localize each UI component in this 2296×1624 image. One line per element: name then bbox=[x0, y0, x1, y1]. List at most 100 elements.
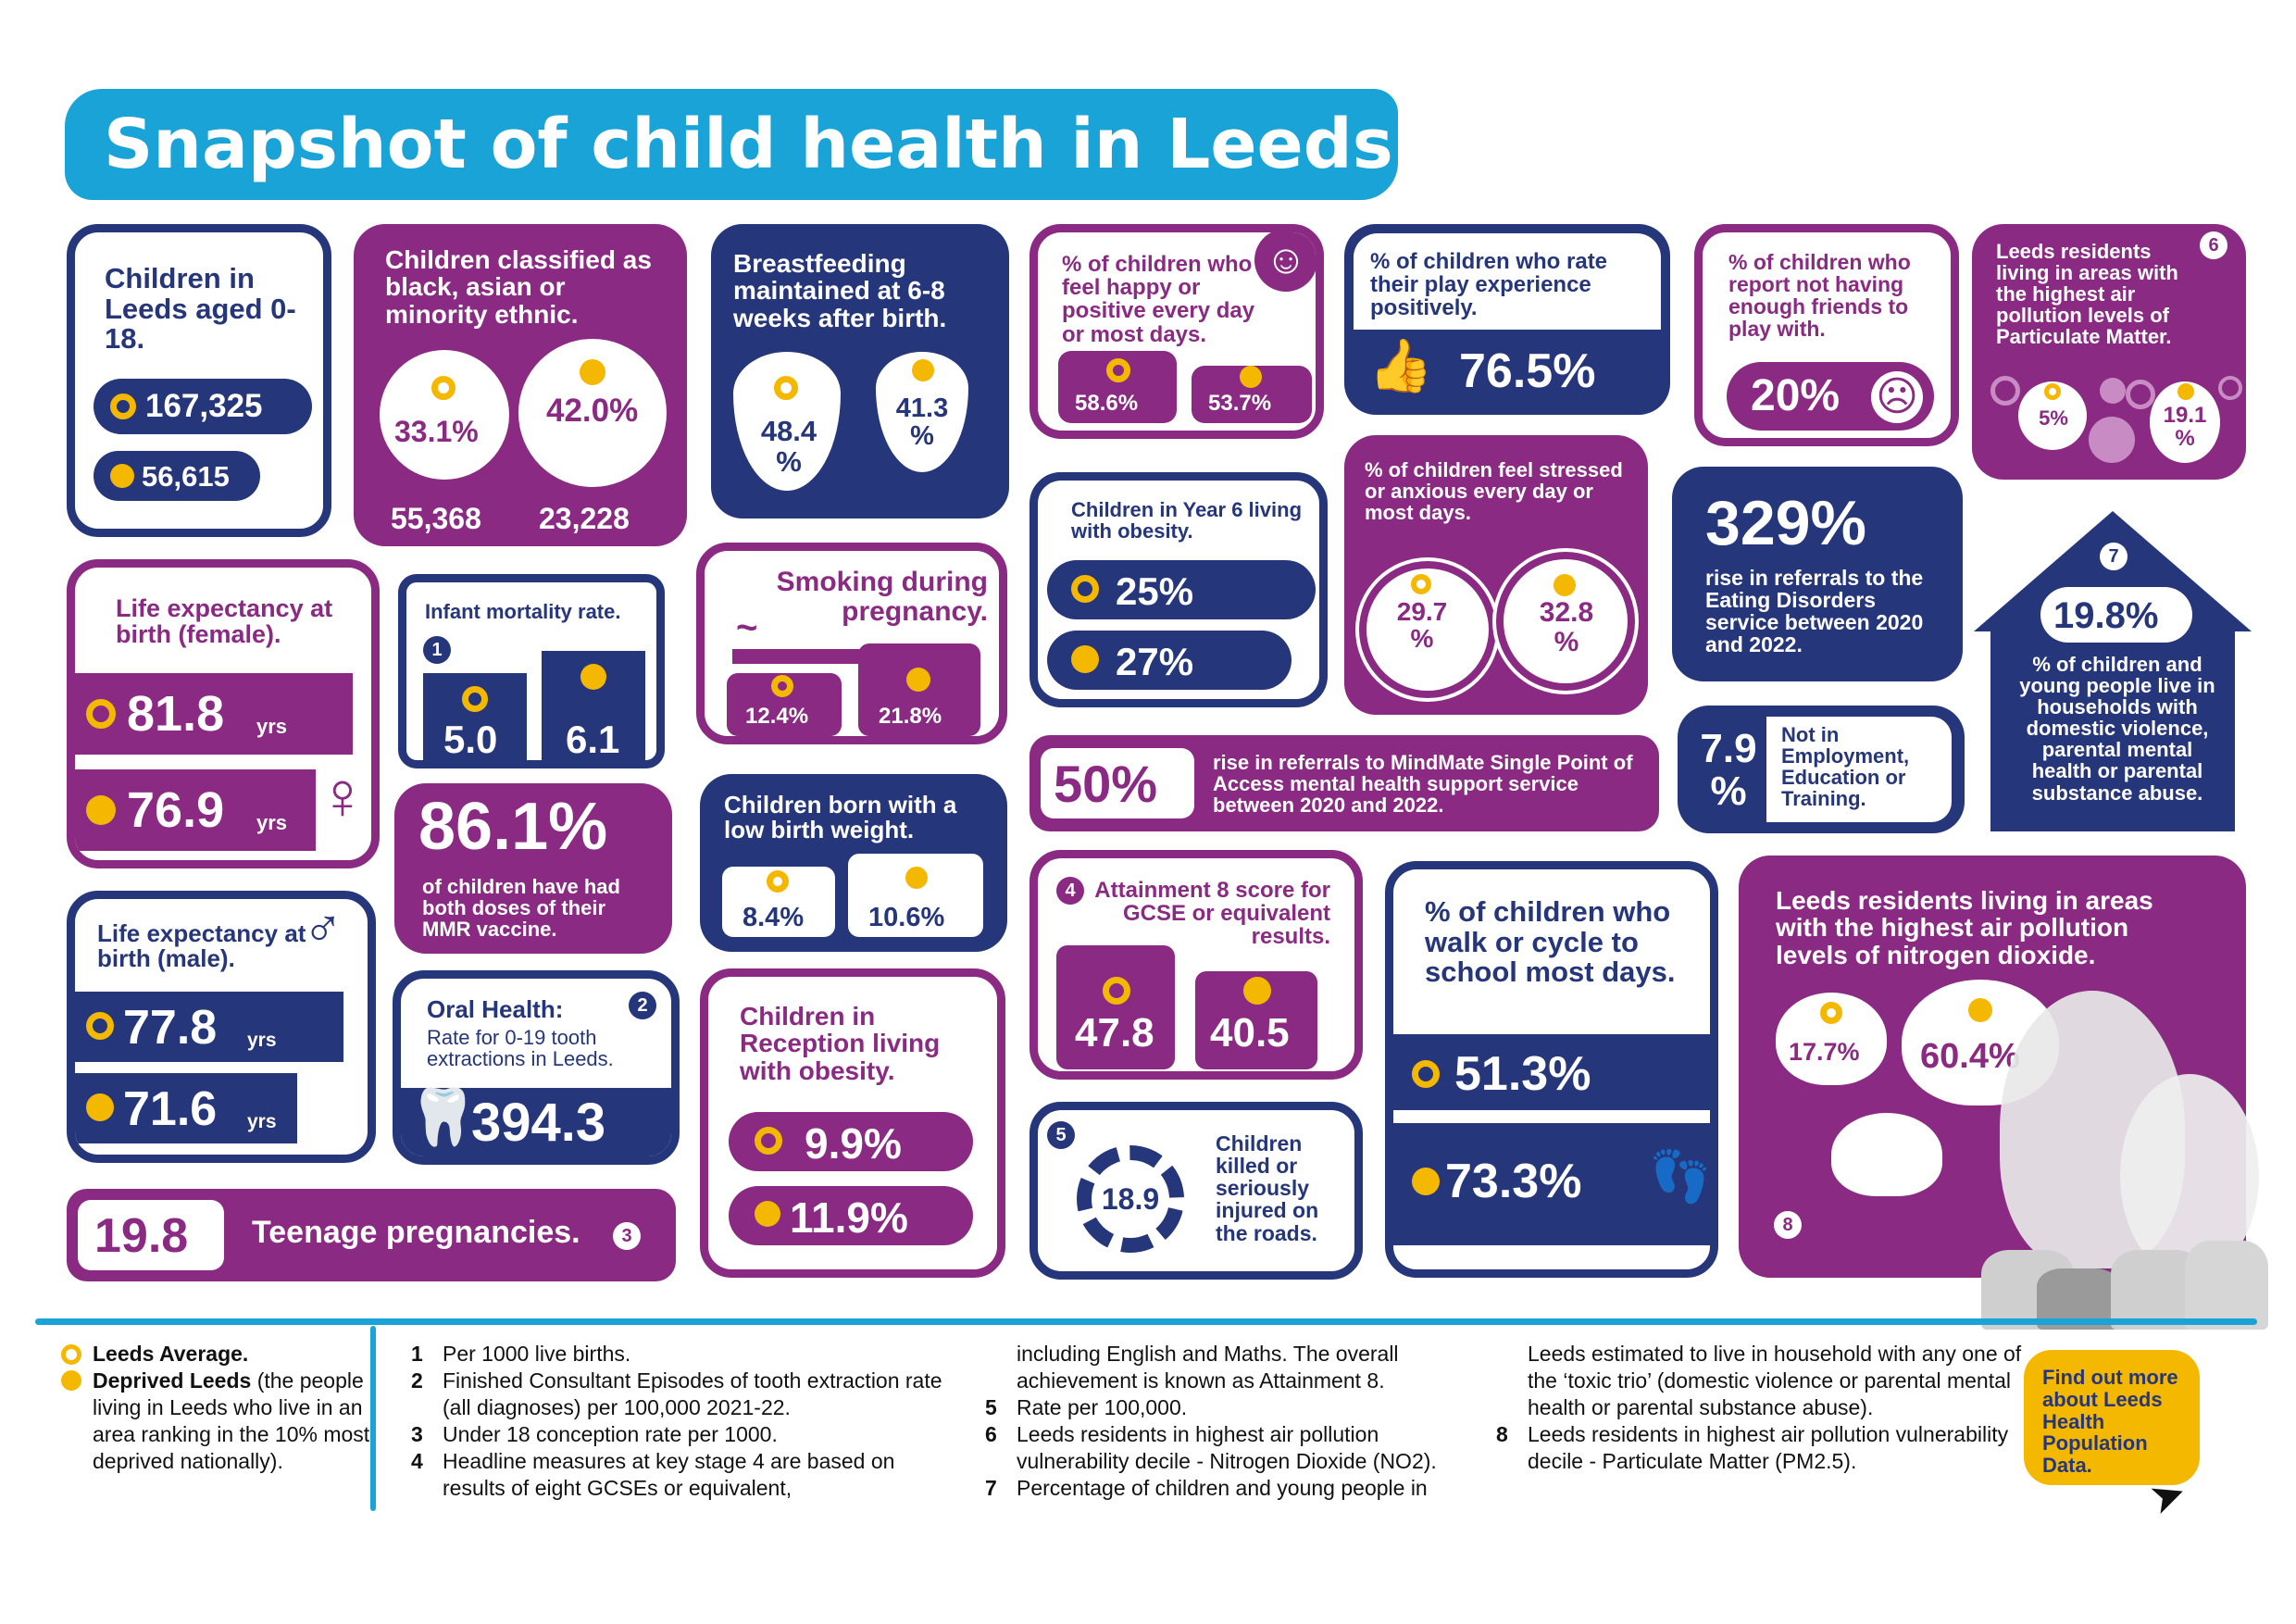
smiley-icon: ☺ bbox=[1254, 232, 1316, 292]
mmr-card: 86.1% of children have had both doses of… bbox=[394, 783, 672, 954]
happy-title: % of children who feel happy or positive… bbox=[1062, 252, 1255, 347]
deprived-marker-icon bbox=[1240, 366, 1262, 388]
leeds-marker-icon bbox=[767, 870, 789, 893]
deprived-marker-icon bbox=[110, 464, 134, 488]
cta-button[interactable]: Find out more about Leeds Health Populat… bbox=[2024, 1350, 2200, 1485]
ethnic-deprived-pct: 42.0% bbox=[546, 393, 639, 429]
pm-bubble-3 bbox=[2089, 417, 2135, 463]
footnote-3-badge: 3 bbox=[613, 1222, 641, 1250]
walk-deprived-bar bbox=[1393, 1123, 1710, 1245]
life-female-deprived-unit: yrs bbox=[256, 811, 288, 834]
infant-leeds-value: 5.0 bbox=[443, 718, 498, 761]
breastfeeding-card: Breastfeeding maintained at 6-8 weeks af… bbox=[711, 224, 1009, 518]
pm-leeds-value: 5% bbox=[2039, 406, 2068, 430]
children-leeds-value: 167,325 bbox=[145, 388, 263, 424]
happy-card: ☺ % of children who feel happy or positi… bbox=[1029, 224, 1324, 439]
legend-deprived-text: Deprived Leeds (the people living in Lee… bbox=[93, 1368, 370, 1475]
friends-title: % of children who report not having enou… bbox=[1728, 250, 1911, 342]
footnote-number: 4 bbox=[411, 1449, 423, 1473]
eating-value: 329% bbox=[1705, 488, 1866, 558]
cloud-icon bbox=[1831, 1113, 1942, 1196]
breastfeeding-title: Breastfeeding maintained at 6-8 weeks af… bbox=[733, 249, 947, 332]
footnote-text: Rate per 100,000. bbox=[1017, 1395, 1188, 1419]
footnote-text: Percentage of children and young people … bbox=[1017, 1476, 1428, 1500]
year6-title: Children in Year 6 living with obesity. bbox=[1071, 498, 1303, 543]
deprived-marker-icon bbox=[580, 664, 606, 690]
footnote-item: 5 Rate per 100,000. bbox=[985, 1394, 1485, 1421]
life-female-card: Life expectancy at birth (female). 81.8 … bbox=[67, 559, 380, 868]
pm-deprived-value: 19.1 % bbox=[2163, 403, 2207, 452]
deprived-marker-icon bbox=[2177, 383, 2194, 400]
mindmate-card: 50% rise in referrals to MindMate Single… bbox=[1029, 735, 1659, 831]
deprived-marker-icon bbox=[86, 1093, 114, 1121]
infant-card: Infant mortality rate. 1 5.0 6.1 bbox=[398, 574, 665, 768]
neet-value: 7.9 % bbox=[1700, 726, 1757, 815]
friends-value: 20% bbox=[1751, 371, 1841, 420]
footnote-item: 6 Leeds residents in highest air polluti… bbox=[985, 1421, 1485, 1475]
legend-deprived-desc: (the people living in Leeds who live in … bbox=[93, 1368, 370, 1473]
reception-leeds-value: 9.9% bbox=[805, 1119, 902, 1168]
life-female-leeds-unit: yrs bbox=[256, 715, 288, 738]
happy-leeds-value: 58.6% bbox=[1075, 391, 1139, 416]
mmr-value: 86.1% bbox=[418, 790, 608, 864]
footnote-item: 8 Leeds residents in highest air polluti… bbox=[1496, 1421, 2042, 1475]
eating-text: rise in referrals to the Eating Disorder… bbox=[1705, 566, 1924, 657]
footnotes-col1: 1 Per 1000 live births. 2 Finished Consu… bbox=[411, 1341, 948, 1502]
leeds-marker-icon bbox=[1106, 358, 1130, 382]
walk-leeds-value: 51.3% bbox=[1454, 1047, 1591, 1101]
children-deprived-value: 56,615 bbox=[142, 460, 230, 493]
play-value: 76.5% bbox=[1459, 344, 1596, 398]
tooth-icon: 🦷 bbox=[408, 1086, 478, 1148]
cta-text[interactable]: Find out more about Leeds Health Populat… bbox=[2042, 1366, 2178, 1477]
deprived-marker-icon bbox=[906, 668, 930, 692]
walk-title: % of children who walk or cycle to schoo… bbox=[1425, 895, 1676, 989]
footnote-number: 5 bbox=[985, 1395, 997, 1419]
lbw-card: Children born with a low birth weight. 8… bbox=[700, 774, 1007, 952]
footnote-text: Finished Consultant Episodes of tooth ex… bbox=[443, 1368, 942, 1419]
deprived-marker-icon bbox=[905, 867, 928, 889]
smoking-deprived-value: 21.8% bbox=[879, 704, 942, 729]
pm-card: 6 Leeds residents living in areas with t… bbox=[1972, 224, 2246, 480]
attain-leeds-box bbox=[1056, 945, 1175, 1069]
eating-card: 329% rise in referrals to the Eating Dis… bbox=[1672, 467, 1963, 681]
deprived-marker-icon bbox=[1243, 977, 1271, 1005]
breastfeeding-leeds-value: 48.4 % bbox=[760, 415, 817, 478]
play-title: % of children who rate their play experi… bbox=[1370, 249, 1608, 321]
life-male-card: Life expectancy at birth (male). ♂ 77.8 … bbox=[67, 891, 376, 1163]
life-male-leeds-bar bbox=[75, 992, 343, 1062]
happy-deprived-value: 53.7% bbox=[1208, 391, 1272, 416]
footnote-number: 7 bbox=[985, 1476, 997, 1500]
life-female-leeds-value: 81.8 bbox=[127, 686, 225, 742]
dv-value: 19.8% bbox=[2053, 595, 2159, 636]
pm-bubble-1 bbox=[1990, 376, 2020, 406]
footnote-item: 1 Per 1000 live births. bbox=[411, 1341, 948, 1368]
footnote-7-badge: 7 bbox=[2100, 543, 2128, 570]
leeds-marker-icon bbox=[86, 1012, 114, 1040]
leeds-marker-icon bbox=[1411, 574, 1431, 594]
footnote-text: Leeds residents in highest air pollution… bbox=[1017, 1422, 1437, 1473]
thumbs-up-icon: 👍 bbox=[1368, 336, 1433, 394]
footnote-6-badge: 6 bbox=[2200, 231, 2227, 259]
oral-value: 394.3 bbox=[471, 1093, 606, 1153]
life-female-title: Life expectancy at birth (female). bbox=[116, 594, 333, 649]
ethnic-card: Children classified as black, asian or m… bbox=[354, 224, 687, 546]
reception-deprived-value: 11.9% bbox=[790, 1193, 908, 1242]
footer-divider bbox=[35, 1318, 2257, 1325]
deprived-marker-icon bbox=[1412, 1168, 1440, 1195]
neet-card: 7.9 % Not in Employment, Education or Tr… bbox=[1678, 706, 1965, 833]
mindmate-value: 50% bbox=[1054, 755, 1158, 813]
lbw-leeds-value: 8.4% bbox=[742, 903, 805, 932]
deprived-marker-icon bbox=[755, 1201, 780, 1227]
footnote-5-badge: 5 bbox=[1047, 1121, 1075, 1149]
teen-card: 19.8 Teenage pregnancies. 3 bbox=[67, 1189, 676, 1281]
leeds-marker-icon bbox=[110, 394, 136, 419]
mindmate-value-panel bbox=[1041, 748, 1194, 818]
legend-deprived-label: Deprived Leeds bbox=[93, 1368, 252, 1393]
leeds-marker-icon bbox=[755, 1127, 782, 1155]
footnote-4-badge: 4 bbox=[1056, 877, 1084, 905]
stress-title: % of children feel stressed or anxious e… bbox=[1365, 458, 1623, 525]
infant-deprived-value: 6.1 bbox=[566, 718, 620, 761]
attain-leeds-value: 47.8 bbox=[1075, 1010, 1154, 1056]
leeds-marker-icon bbox=[1071, 575, 1099, 603]
teen-text: Teenage pregnancies. bbox=[252, 1215, 580, 1250]
